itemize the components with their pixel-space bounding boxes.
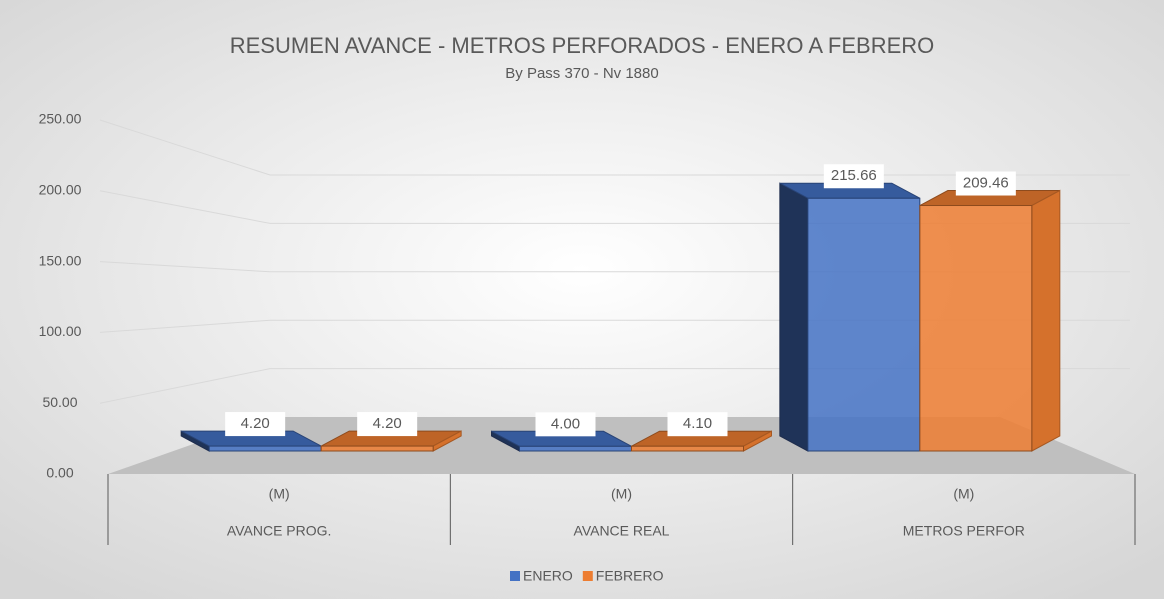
x-subcategory-label: (M) <box>269 486 290 502</box>
data-label: 4.20 <box>373 415 402 432</box>
chart-subtitle: By Pass 370 - Nv 1880 <box>505 65 658 82</box>
legend-label: ENERO <box>523 568 573 584</box>
y-tick-label: 150.00 <box>39 252 82 268</box>
data-label-box <box>667 412 728 437</box>
legend-swatch <box>582 571 593 581</box>
bar <box>919 205 1033 452</box>
x-tick-label: AVANCE PROG. <box>227 523 332 539</box>
x-subcategory-label: (M) <box>953 486 974 502</box>
data-label: 4.10 <box>683 415 712 432</box>
legend-label: FEBRERO <box>596 568 664 584</box>
data-label-box <box>357 412 418 437</box>
y-tick-label: 100.00 <box>39 323 82 339</box>
y-tick-label: 200.00 <box>39 182 82 198</box>
data-label-box <box>535 412 596 437</box>
data-label: 209.46 <box>963 174 1009 191</box>
chart-title: RESUMEN AVANCE - METROS PERFORADOS - ENE… <box>230 33 935 58</box>
data-label-box <box>955 171 1016 196</box>
y-tick-label: 0.00 <box>46 465 73 481</box>
y-tick-label: 50.00 <box>42 394 77 410</box>
y-tick-label: 250.00 <box>39 111 82 127</box>
bar <box>631 445 744 452</box>
data-label-box <box>225 412 286 437</box>
bar-side <box>1031 189 1061 452</box>
bar <box>807 197 921 452</box>
data-label: 215.66 <box>831 167 877 184</box>
legend-swatch <box>510 571 520 581</box>
bar <box>519 445 632 452</box>
data-label-box <box>823 164 884 189</box>
bar-side <box>779 182 809 452</box>
x-tick-label: AVANCE REAL <box>574 523 670 539</box>
bar <box>320 445 434 452</box>
data-label: 4.20 <box>241 415 270 432</box>
x-subcategory-label: (M) <box>611 486 632 502</box>
x-tick-label: METROS PERFOR <box>903 523 1025 539</box>
data-label: 4.00 <box>551 415 580 432</box>
bar <box>208 445 322 452</box>
